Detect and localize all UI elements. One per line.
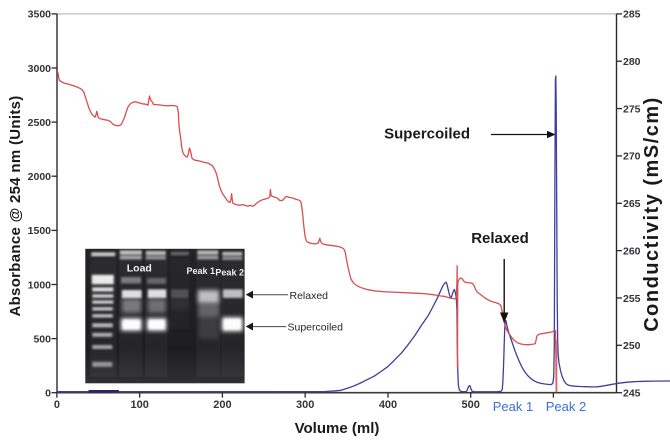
svg-text:500: 500 bbox=[462, 399, 480, 411]
svg-text:Relaxed: Relaxed bbox=[290, 290, 329, 302]
svg-text:Volume (ml): Volume (ml) bbox=[295, 420, 380, 437]
svg-text:Load: Load bbox=[127, 263, 152, 275]
svg-text:255: 255 bbox=[623, 293, 641, 305]
svg-text:3000: 3000 bbox=[28, 63, 52, 75]
svg-text:Absorbance @ 254 nm (Units): Absorbance @ 254 nm (Units) bbox=[7, 95, 24, 316]
svg-text:Peak 1: Peak 1 bbox=[187, 266, 216, 276]
svg-text:285: 285 bbox=[623, 9, 641, 21]
svg-text:300: 300 bbox=[296, 399, 314, 411]
svg-text:500: 500 bbox=[33, 333, 51, 345]
svg-text:270: 270 bbox=[623, 151, 641, 163]
svg-text:275: 275 bbox=[623, 103, 641, 115]
svg-text:Conductivity (mS/cm): Conductivity (mS/cm) bbox=[641, 96, 663, 332]
svg-text:Supercoiled: Supercoiled bbox=[288, 322, 344, 334]
svg-text:0: 0 bbox=[45, 388, 51, 400]
svg-text:250: 250 bbox=[623, 340, 641, 352]
svg-text:1500: 1500 bbox=[28, 225, 52, 237]
svg-text:100: 100 bbox=[131, 399, 149, 411]
svg-text:260: 260 bbox=[623, 245, 641, 257]
svg-text:2500: 2500 bbox=[28, 117, 52, 129]
svg-text:Relaxed: Relaxed bbox=[471, 230, 529, 247]
svg-text:Peak 2: Peak 2 bbox=[546, 399, 586, 414]
svg-text:400: 400 bbox=[379, 399, 397, 411]
svg-text:1000: 1000 bbox=[28, 279, 52, 291]
svg-text:Peak 2: Peak 2 bbox=[215, 267, 244, 277]
svg-text:2000: 2000 bbox=[28, 171, 52, 183]
svg-text:245: 245 bbox=[623, 388, 641, 400]
svg-text:Peak 1: Peak 1 bbox=[493, 399, 533, 414]
svg-text:0: 0 bbox=[54, 399, 60, 411]
svg-text:3500: 3500 bbox=[28, 9, 52, 21]
svg-text:200: 200 bbox=[213, 399, 231, 411]
svg-text:Supercoiled: Supercoiled bbox=[384, 126, 470, 143]
svg-text:280: 280 bbox=[623, 56, 641, 68]
svg-text:265: 265 bbox=[623, 198, 641, 210]
